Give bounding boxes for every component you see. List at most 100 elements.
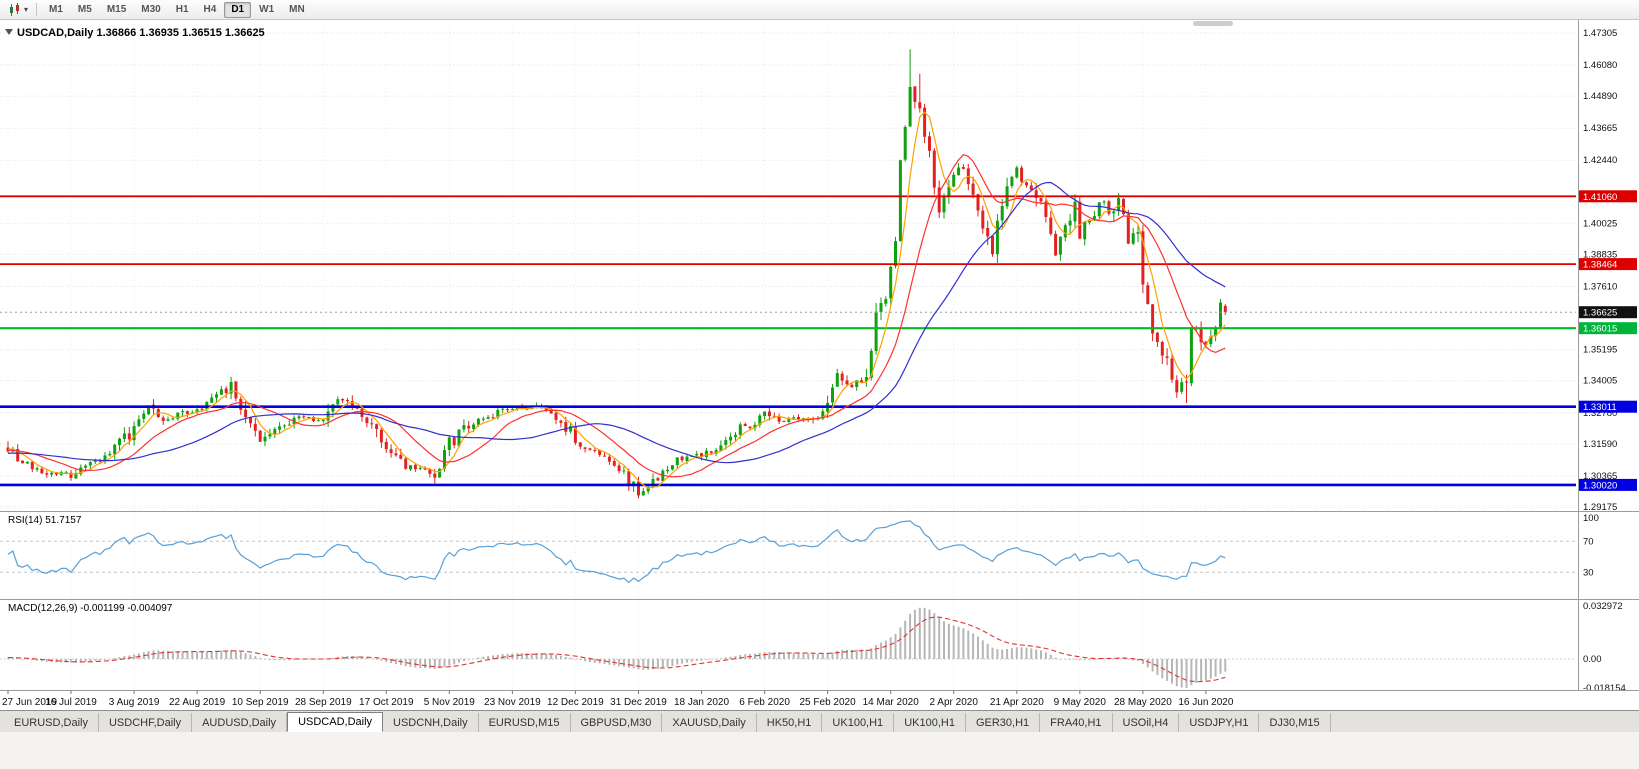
svg-text:1.37610: 1.37610	[1583, 282, 1617, 293]
macd-label: MACD(12,26,9) -0.001199 -0.004097	[8, 603, 173, 614]
svg-text:1.36625: 1.36625	[1583, 308, 1617, 319]
svg-text:3 Aug 2019: 3 Aug 2019	[109, 697, 160, 708]
svg-text:12 Dec 2019: 12 Dec 2019	[547, 697, 604, 708]
tab-uk100-h1[interactable]: UK100,H1	[894, 713, 966, 732]
svg-text:0.032972: 0.032972	[1583, 601, 1623, 612]
svg-text:18 Jan 2020: 18 Jan 2020	[674, 697, 729, 708]
svg-text:31 Dec 2019: 31 Dec 2019	[610, 697, 667, 708]
tab-eurusd-m15[interactable]: EURUSD,M15	[479, 713, 571, 732]
svg-text:28 Sep 2019: 28 Sep 2019	[295, 697, 352, 708]
timeframe-button-m15[interactable]: M15	[106, 3, 127, 15]
timeframe-button-h1[interactable]: H1	[175, 3, 189, 15]
svg-text:17 Oct 2019: 17 Oct 2019	[359, 697, 414, 708]
svg-text:1.30365: 1.30365	[1583, 471, 1617, 482]
svg-text:9 May 2020: 9 May 2020	[1054, 697, 1107, 708]
svg-text:14 Mar 2020: 14 Mar 2020	[863, 697, 920, 708]
svg-text:1.42440: 1.42440	[1583, 155, 1617, 166]
svg-text:1.40025: 1.40025	[1583, 218, 1617, 229]
svg-text:1.43665: 1.43665	[1583, 123, 1617, 134]
svg-text:27 Jun 2019: 27 Jun 2019	[2, 697, 57, 708]
svg-text:21 Apr 2020: 21 Apr 2020	[990, 697, 1044, 708]
chevron-down-icon: ▾	[24, 4, 29, 14]
candlestick-series	[6, 49, 1227, 499]
svg-text:1.47305: 1.47305	[1583, 28, 1617, 39]
tab-hk50-h1[interactable]: HK50,H1	[757, 713, 823, 732]
tab-eurusd-daily[interactable]: EURUSD,Daily	[4, 713, 99, 732]
panel-separators	[0, 20, 1639, 691]
svg-text:70: 70	[1583, 536, 1594, 547]
tab-usdcad-daily[interactable]: USDCAD,Daily	[287, 712, 384, 732]
timeframe-button-m5[interactable]: M5	[77, 3, 92, 15]
chart-canvas[interactable]: 1.47305 1.46080 1.44890 1.43665 1.42440 1.400…	[0, 20, 1639, 710]
svg-text:1.46080: 1.46080	[1583, 60, 1617, 71]
chart-type-dropdown[interactable]: ▾	[4, 2, 31, 18]
timeframe-button-h4[interactable]: H4	[203, 3, 217, 15]
chart-window: 1.47305 1.46080 1.44890 1.43665 1.42440 1.400…	[0, 20, 1639, 710]
hscrollbar-thumb[interactable]	[1193, 21, 1233, 26]
svg-text:10 Sep 2019: 10 Sep 2019	[232, 697, 289, 708]
svg-text:1.34005: 1.34005	[1583, 376, 1617, 387]
svg-text:1.38464: 1.38464	[1583, 260, 1617, 271]
rsi-label: RSI(14) 51.7157	[8, 515, 82, 526]
tab-usdchf-daily[interactable]: USDCHF,Daily	[99, 713, 193, 732]
svg-text:28 May 2020: 28 May 2020	[1114, 697, 1172, 708]
svg-text:1.31590: 1.31590	[1583, 439, 1617, 450]
svg-text:16 Jun 2020: 16 Jun 2020	[1178, 697, 1233, 708]
tab-uk100-h1[interactable]: UK100,H1	[822, 713, 895, 732]
svg-text:16 Jul 2019: 16 Jul 2019	[45, 697, 97, 708]
chart-tab-bar: EURUSD,Daily USDCHF,Daily AUDUSD,Daily USDC…	[0, 710, 1639, 732]
price-badges: 1.41060 1.38464 1.36625 1.36015 1.33011 1.300…	[1579, 190, 1637, 491]
bottom-filler	[0, 732, 1639, 769]
svg-text:30: 30	[1583, 567, 1594, 578]
svg-text:1.32780: 1.32780	[1583, 408, 1617, 419]
tab-audusd-daily[interactable]: AUDUSD,Daily	[192, 713, 288, 732]
svg-text:-0.018154: -0.018154	[1583, 683, 1626, 694]
svg-text:25 Feb 2020: 25 Feb 2020	[800, 697, 857, 708]
svg-text:6 Feb 2020: 6 Feb 2020	[739, 697, 790, 708]
rsi-panel: 100 70 30 RSI(14) 51.7157	[0, 513, 1599, 584]
timeframe-button-mn[interactable]: MN	[289, 3, 305, 15]
svg-text:0.00: 0.00	[1583, 654, 1602, 665]
macd-panel: 0.032972 0.00 -0.018154 MACD(12,26,9) -0.00…	[0, 601, 1626, 694]
svg-text:5 Nov 2019: 5 Nov 2019	[424, 697, 476, 708]
tab-usdjpy-h1[interactable]: USDJPY,H1	[1179, 713, 1260, 732]
tab-xauusd-daily[interactable]: XAUUSD,Daily	[662, 713, 757, 732]
svg-text:1.30020: 1.30020	[1583, 480, 1617, 491]
svg-text:22 Aug 2019: 22 Aug 2019	[169, 697, 226, 708]
svg-text:100: 100	[1583, 513, 1599, 524]
candlestick-chart-icon	[10, 2, 19, 16]
tab-usoil-h4[interactable]: USOil,H4	[1113, 713, 1180, 732]
price-scale: 1.47305 1.46080 1.44890 1.43665 1.42440 1.400…	[0, 28, 1617, 513]
ma-line-32	[7, 181, 1226, 464]
svg-text:1.33011: 1.33011	[1583, 402, 1617, 413]
svg-text:1.44890: 1.44890	[1583, 91, 1617, 102]
sr-lines	[0, 195, 1576, 487]
tab-usdcnh-daily[interactable]: USDCNH,Daily	[383, 713, 479, 732]
svg-text:1.29175: 1.29175	[1583, 502, 1617, 513]
timeframe-button-d1[interactable]: D1	[224, 1, 252, 18]
top-toolbar: ▾ M1 M5 M15 M30 H1 H4 D1 W1 MN	[0, 0, 1639, 20]
tab-ger30-h1[interactable]: GER30,H1	[966, 713, 1041, 732]
svg-text:1.38835: 1.38835	[1583, 249, 1617, 260]
timeframe-button-m30[interactable]: M30	[141, 3, 161, 15]
ma-line-5	[7, 111, 1226, 489]
svg-text:2 Apr 2020: 2 Apr 2020	[930, 697, 979, 708]
chart-ohlc-header: USDCAD,Daily 1.36866 1.36935 1.36515 1.3…	[17, 27, 265, 39]
symbol-marker-icon	[5, 29, 13, 35]
ma-line-14	[7, 154, 1226, 478]
rsi-line	[7, 520, 1226, 584]
tab-dj30-m15[interactable]: DJ30,M15	[1259, 713, 1331, 732]
time-gridlines	[7, 24, 1207, 690]
macd-signal-line	[8, 616, 1226, 683]
tab-gbpusd-m30[interactable]: GBPUSD,M30	[571, 713, 663, 732]
svg-text:1.35195: 1.35195	[1583, 345, 1617, 356]
toolbar-separator	[36, 3, 38, 16]
tab-fra40-h1[interactable]: FRA40,H1	[1040, 713, 1113, 732]
svg-text:23 Nov 2019: 23 Nov 2019	[484, 697, 541, 708]
svg-text:1.41060: 1.41060	[1583, 192, 1617, 203]
timeframe-buttons: M1 M5 M15 M30 H1 H4 D1 W1 MN	[42, 1, 312, 18]
timeframe-button-m1[interactable]: M1	[49, 3, 63, 15]
svg-text:1.36015: 1.36015	[1583, 324, 1617, 335]
timeframe-button-w1[interactable]: W1	[259, 3, 275, 15]
